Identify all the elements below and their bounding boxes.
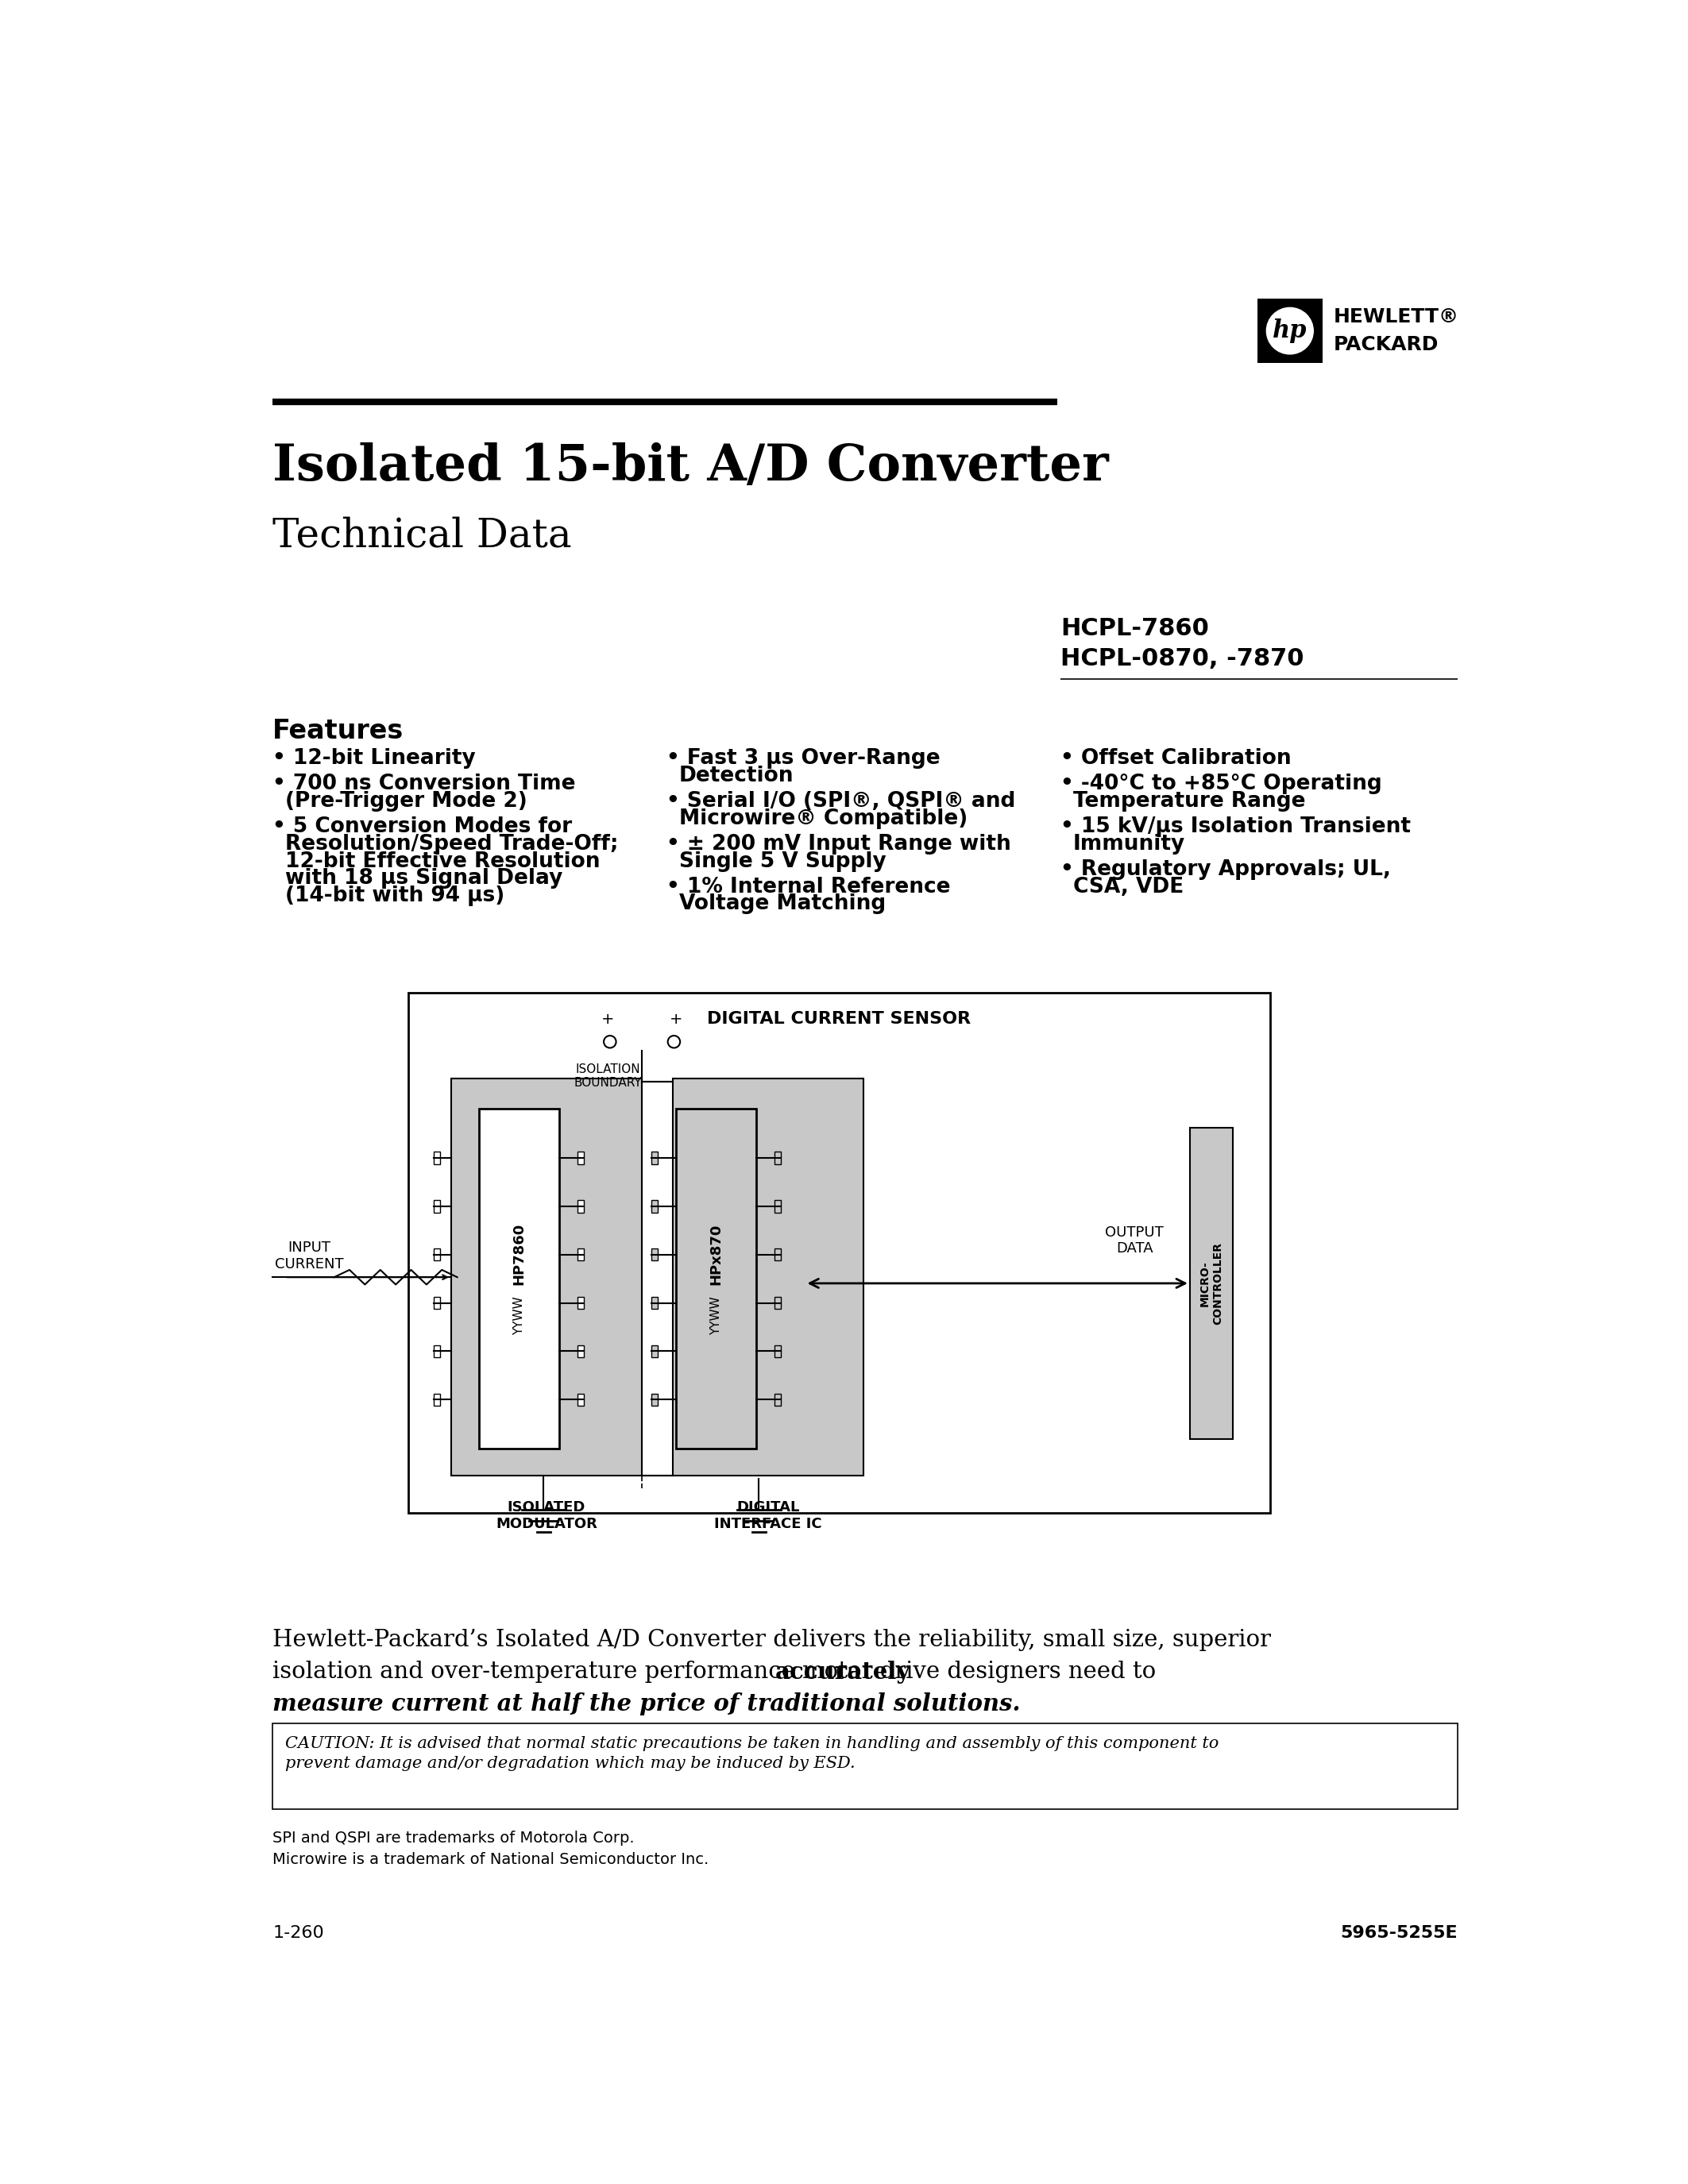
- Bar: [1258, 299, 1322, 363]
- Bar: [434, 1151, 441, 1164]
- Bar: [577, 1201, 584, 1212]
- Text: • 15 kV/μs Isolation Transient: • 15 kV/μs Isolation Transient: [1060, 817, 1411, 836]
- Text: accurately: accurately: [775, 1660, 910, 1684]
- Text: (Pre-Trigger Mode 2): (Pre-Trigger Mode 2): [285, 791, 527, 812]
- Text: Features: Features: [272, 719, 403, 745]
- Text: Resolution/Speed Trade-Off;: Resolution/Speed Trade-Off;: [285, 834, 618, 854]
- Text: Detection: Detection: [679, 764, 793, 786]
- Text: PACKARD: PACKARD: [1334, 336, 1438, 354]
- Text: ISOLATION
BOUNDARY: ISOLATION BOUNDARY: [574, 1064, 641, 1090]
- Bar: [434, 1297, 441, 1308]
- Text: hp: hp: [1273, 319, 1307, 343]
- Bar: [272, 1723, 1458, 1808]
- Text: HPx870: HPx870: [709, 1223, 722, 1284]
- Text: • 700 ns Conversion Time: • 700 ns Conversion Time: [272, 773, 576, 795]
- Bar: [652, 1201, 657, 1212]
- Text: Microwire is a trademark of National Semiconductor Inc.: Microwire is a trademark of National Sem…: [272, 1852, 709, 1867]
- Text: INPUT
CURRENT: INPUT CURRENT: [275, 1241, 344, 1271]
- Bar: [652, 1393, 657, 1406]
- Bar: [775, 1151, 780, 1164]
- Bar: [775, 1201, 780, 1212]
- Text: SPI and QSPI are trademarks of Motorola Corp.: SPI and QSPI are trademarks of Motorola …: [272, 1830, 635, 1845]
- Text: DIGITAL CURRENT SENSOR: DIGITAL CURRENT SENSOR: [707, 1011, 971, 1026]
- Bar: [775, 1297, 780, 1308]
- Text: with 18 μs Signal Delay: with 18 μs Signal Delay: [285, 867, 562, 889]
- Bar: [674, 1079, 864, 1476]
- Text: Immunity: Immunity: [1074, 834, 1185, 854]
- Text: Hewlett-Packard’s Isolated A/D Converter delivers the reliability, small size, s: Hewlett-Packard’s Isolated A/D Converter…: [272, 1629, 1271, 1651]
- Text: measure current at half the price of traditional solutions.: measure current at half the price of tra…: [272, 1693, 1021, 1714]
- Bar: [434, 1345, 441, 1356]
- Text: 12-bit Effective Resolution: 12-bit Effective Resolution: [285, 852, 599, 871]
- Text: • Serial I/O (SPI®, QSPI® and: • Serial I/O (SPI®, QSPI® and: [667, 791, 1016, 812]
- Bar: [775, 1345, 780, 1356]
- Text: CAUTION: It is advised that normal static precautions be taken in handling and a: CAUTION: It is advised that normal stati…: [285, 1736, 1219, 1771]
- Text: • 1% Internal Reference: • 1% Internal Reference: [667, 876, 950, 898]
- Text: DIGITAL
INTERFACE IC: DIGITAL INTERFACE IC: [714, 1500, 822, 1531]
- Text: CSA, VDE: CSA, VDE: [1074, 876, 1183, 898]
- Bar: [577, 1249, 584, 1260]
- Bar: [434, 1249, 441, 1260]
- Text: Technical Data: Technical Data: [272, 515, 572, 555]
- Bar: [1190, 1127, 1232, 1439]
- Text: • Fast 3 μs Over-Range: • Fast 3 μs Over-Range: [667, 749, 940, 769]
- Text: • ± 200 mV Input Range with: • ± 200 mV Input Range with: [667, 834, 1011, 854]
- Bar: [577, 1297, 584, 1308]
- Text: 1-260: 1-260: [272, 1926, 324, 1942]
- Text: YYWW: YYWW: [711, 1295, 722, 1334]
- Text: HEWLETT®: HEWLETT®: [1334, 308, 1458, 325]
- Bar: [479, 1109, 559, 1448]
- Text: OUTPUT
DATA: OUTPUT DATA: [1106, 1225, 1163, 1256]
- Circle shape: [1266, 308, 1313, 354]
- Text: • 12-bit Linearity: • 12-bit Linearity: [272, 749, 476, 769]
- Bar: [434, 1201, 441, 1212]
- Text: +: +: [601, 1011, 614, 1026]
- Text: Isolated 15-bit A/D Converter: Isolated 15-bit A/D Converter: [272, 443, 1109, 491]
- Text: 5965-5255E: 5965-5255E: [1340, 1926, 1458, 1942]
- Bar: [652, 1297, 657, 1308]
- Bar: [652, 1151, 657, 1164]
- Bar: [577, 1151, 584, 1164]
- Text: • Regulatory Approvals; UL,: • Regulatory Approvals; UL,: [1060, 860, 1391, 880]
- Text: Voltage Matching: Voltage Matching: [679, 893, 886, 915]
- Text: (14-bit with 94 μs): (14-bit with 94 μs): [285, 885, 505, 906]
- Text: HP7860: HP7860: [511, 1223, 527, 1286]
- Text: • 5 Conversion Modes for: • 5 Conversion Modes for: [272, 817, 572, 836]
- Bar: [775, 1393, 780, 1406]
- Bar: [408, 994, 1269, 1514]
- Bar: [675, 1109, 756, 1448]
- Text: Microwire® Compatible): Microwire® Compatible): [679, 808, 967, 828]
- Text: isolation and over-temperature performance motor drive designers need to: isolation and over-temperature performan…: [272, 1660, 1163, 1684]
- Text: Temperature Range: Temperature Range: [1074, 791, 1305, 812]
- Bar: [652, 1345, 657, 1356]
- Text: HCPL-0870, -7870: HCPL-0870, -7870: [1060, 646, 1305, 670]
- Bar: [577, 1345, 584, 1356]
- Text: ISOLATED
MODULATOR: ISOLATED MODULATOR: [496, 1500, 598, 1531]
- Bar: [577, 1393, 584, 1406]
- Bar: [434, 1393, 441, 1406]
- Bar: [451, 1079, 641, 1476]
- Bar: [652, 1249, 657, 1260]
- Text: • -40°C to +85°C Operating: • -40°C to +85°C Operating: [1060, 773, 1382, 795]
- Bar: [775, 1249, 780, 1260]
- Text: HCPL-7860: HCPL-7860: [1060, 616, 1209, 640]
- Text: +: +: [668, 1011, 682, 1026]
- Text: Single 5 V Supply: Single 5 V Supply: [679, 852, 886, 871]
- Text: MICRO-
CONTROLLER: MICRO- CONTROLLER: [1200, 1243, 1224, 1326]
- Text: YYWW: YYWW: [513, 1295, 525, 1334]
- Text: • Offset Calibration: • Offset Calibration: [1060, 749, 1291, 769]
